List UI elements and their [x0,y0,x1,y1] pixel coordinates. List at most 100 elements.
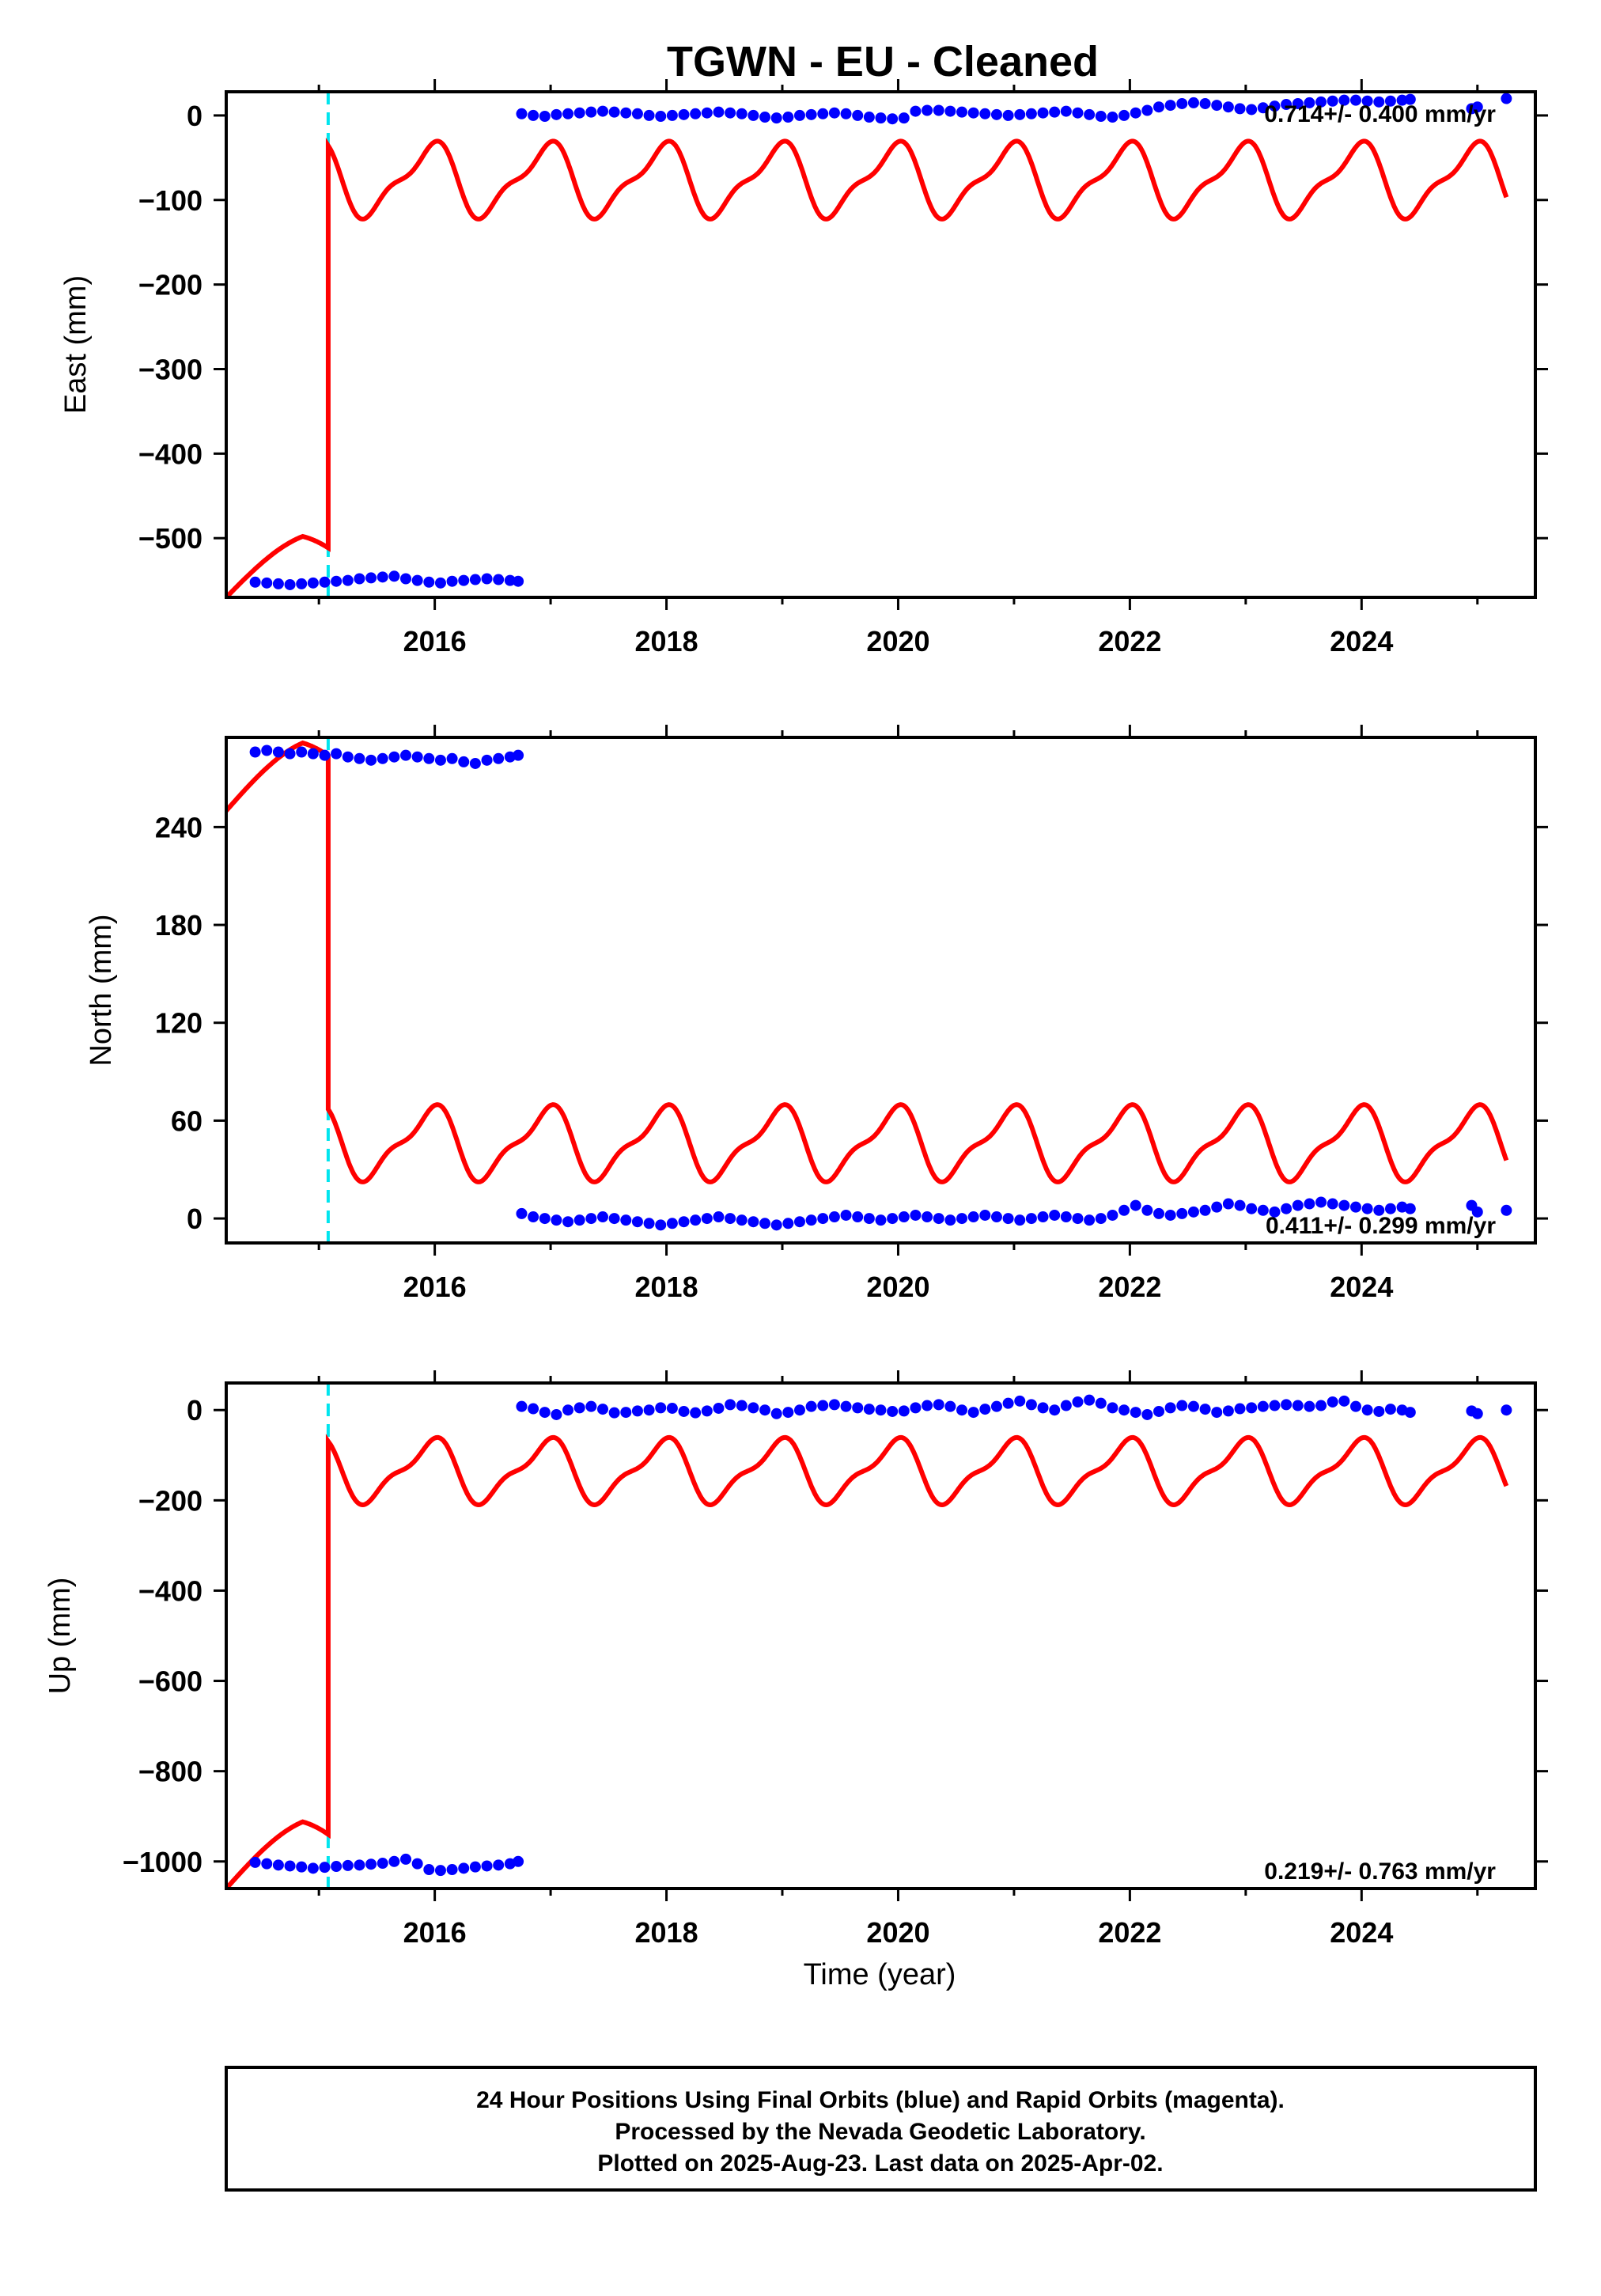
footer-frame [225,2066,1537,2192]
data-point [1014,1395,1026,1407]
data-point [852,1402,864,1414]
data-point [782,112,794,123]
data-point [922,104,933,116]
data-point [1037,1402,1049,1414]
data-point [1141,1204,1153,1216]
y-tick-label: 180 [155,909,202,942]
footer-line-2: Processed by the Nevada Geodetic Laborat… [615,2119,1145,2145]
data-point [1222,1405,1234,1417]
data-point [446,575,458,587]
data-point [354,752,365,764]
data-point [1130,1199,1141,1211]
data-point [307,1862,319,1874]
data-point [840,108,852,119]
data-point [910,1209,922,1221]
data-point [1187,1400,1199,1412]
data-point [631,108,643,119]
model-curve [226,1434,1509,1889]
data-point [1361,1404,1373,1416]
data-point [1234,1403,1246,1415]
data-point [1014,1214,1026,1226]
data-point [585,106,597,118]
data-point [944,105,956,117]
data-point [1384,1404,1396,1415]
data-point [910,105,922,117]
y-tick-label: −100 [138,184,202,217]
data-point [620,1214,632,1226]
data-point [1327,1396,1338,1408]
data-point [388,1855,400,1867]
data-point [562,1216,574,1228]
data-point [1118,109,1130,121]
data-point [1281,1203,1293,1214]
data-point [1025,1399,1037,1411]
data-point [423,576,435,588]
data-point [782,1407,794,1419]
data-point [631,1216,643,1228]
x-tick-label: 2022 [1098,625,1161,657]
data-point [513,575,524,587]
data-point [1107,112,1118,123]
data-point [944,1214,956,1226]
data-point [551,1214,562,1226]
data-point [713,1211,725,1223]
data-point [365,572,377,584]
data-point [1269,1206,1281,1218]
velocity-rate-label: 0.219+/- 0.763 mm/yr [1264,1858,1496,1885]
data-point [1037,1211,1049,1223]
data-point [828,1211,840,1223]
data-point [493,574,505,585]
data-point [296,1861,308,1873]
data-point [331,1861,343,1873]
data-point [1095,1397,1107,1409]
data-point [1025,108,1037,119]
data-point [956,106,968,118]
data-point [1060,1400,1072,1411]
data-point [354,573,365,585]
data-point [261,1858,273,1870]
data-point [1269,100,1281,112]
data-point [261,577,273,589]
data-point [1471,1206,1483,1218]
data-point [1037,107,1049,119]
footer-line-1: 24 Hour Positions Using Final Orbits (bl… [476,2087,1285,2113]
data-point [1315,1196,1327,1208]
up-panel: 2016 2018 2020 2022 2024 0 −200 −400 −600 −800 −10… [44,1370,1548,1949]
data-point [828,1399,840,1411]
data-point [690,1214,702,1226]
data-point [1199,1204,1211,1216]
data-point [1471,101,1483,113]
data-point [319,576,331,588]
data-point [539,1213,551,1225]
data-point [388,570,400,582]
data-point [1404,93,1416,105]
data-point [516,108,528,119]
data-point [1373,96,1385,108]
data-point [666,109,678,121]
data-point [1315,96,1327,108]
data-point [434,754,446,766]
data-point [701,107,713,119]
data-point [1002,1397,1014,1409]
data-point [1211,100,1223,112]
data-point [725,107,736,119]
data-point [620,1407,632,1419]
data-point [793,1216,805,1228]
data-point [481,1860,493,1872]
footer-line-3: Plotted on 2025-Aug-23. Last data on 202… [597,2150,1163,2177]
data-point [354,1859,365,1871]
data-point [562,1404,574,1416]
data-point [1176,1207,1188,1219]
data-point [1269,1400,1281,1411]
data-point [596,1211,608,1223]
data-point [608,106,620,118]
x-tick-label: 2022 [1098,1271,1161,1303]
data-point [411,751,423,763]
data-point [875,1214,887,1226]
y-tick-label: 0 [187,100,202,132]
y-tick-label: −400 [138,438,202,470]
data-point [1199,97,1211,109]
data-point [643,109,655,121]
data-point [539,110,551,122]
y-tick-label: −200 [138,1484,202,1517]
